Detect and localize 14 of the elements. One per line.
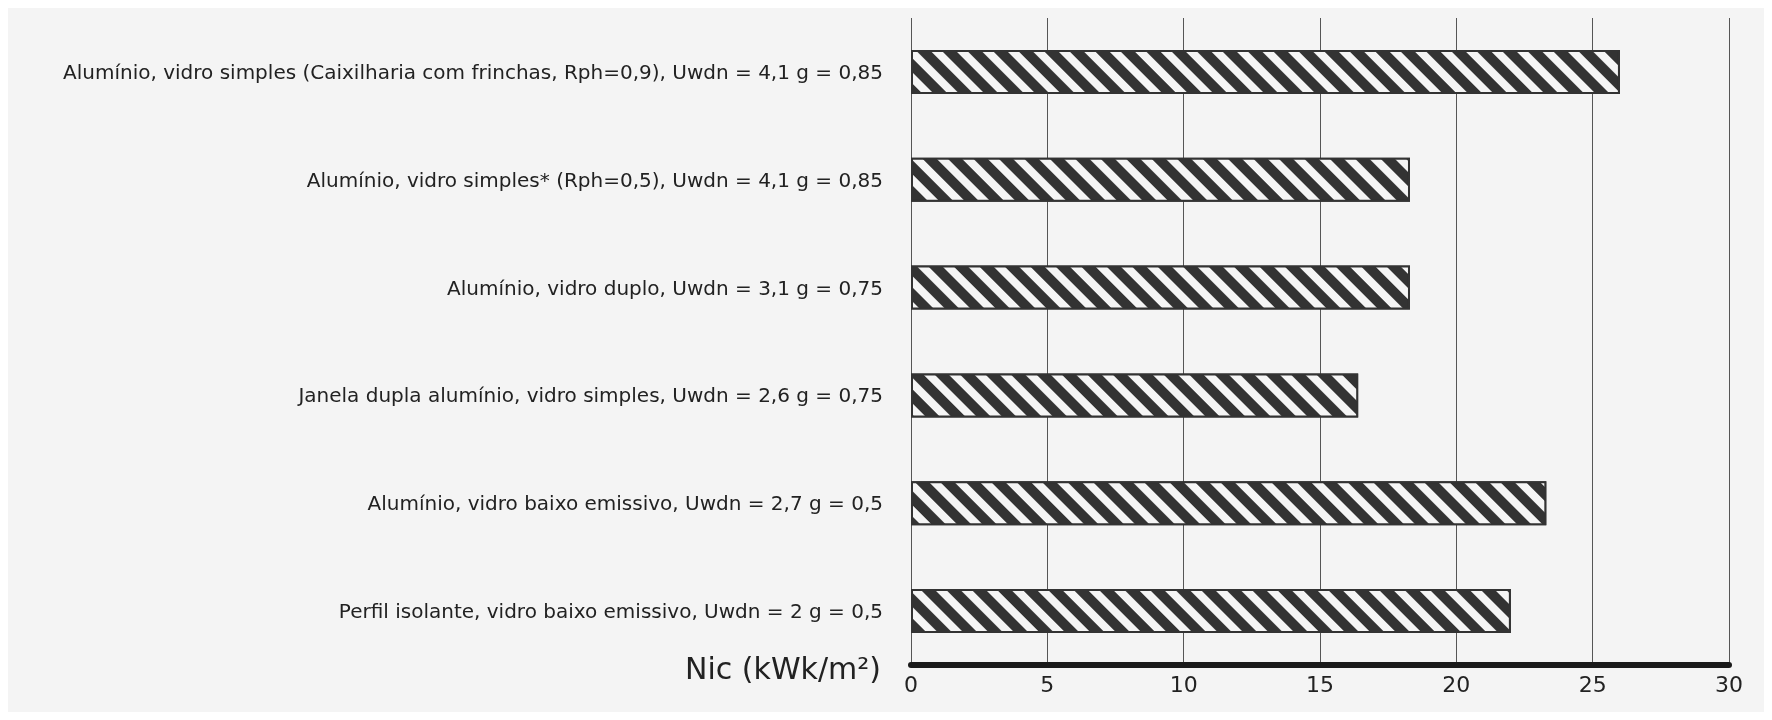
x-tick-label: 25	[1578, 671, 1607, 697]
y-tick-label: Alumínio, vidro simples* (Rph=0,5), Uwdn = 4,1 g = 0,85	[306, 167, 883, 192]
y-tick-label: Janela dupla alumínio, vidro simples, Uwdn = 2,6 g = 0,75	[296, 383, 883, 408]
y-tick-label: Alumínio, vidro simples (Caixilharia com frinchas, Rph=0,9), Uwdn = 4,1 g = 0,85	[63, 59, 883, 84]
x-tick-label: 5	[1040, 671, 1055, 697]
x-axis-title: Nic (kWk/m²)	[685, 650, 881, 686]
x-tick-label: 0	[904, 671, 918, 697]
x-tick-label: 15	[1306, 671, 1334, 697]
y-tick-label: Perfil isolante, vidro baixo emissivo, Uwdn = 2 g = 0,5	[338, 599, 883, 624]
x-tick-label: 10	[1169, 671, 1198, 697]
y-tick-label: Alumínio, vidro baixo emissivo, Uwdn = 2,7 g = 0,5	[367, 491, 883, 516]
x-tick-label: 30	[1715, 671, 1743, 697]
y-tick-label: Alumínio, vidro duplo, Uwdn = 3,1 g = 0,75	[447, 275, 883, 300]
x-tick-label: 20	[1442, 671, 1471, 697]
